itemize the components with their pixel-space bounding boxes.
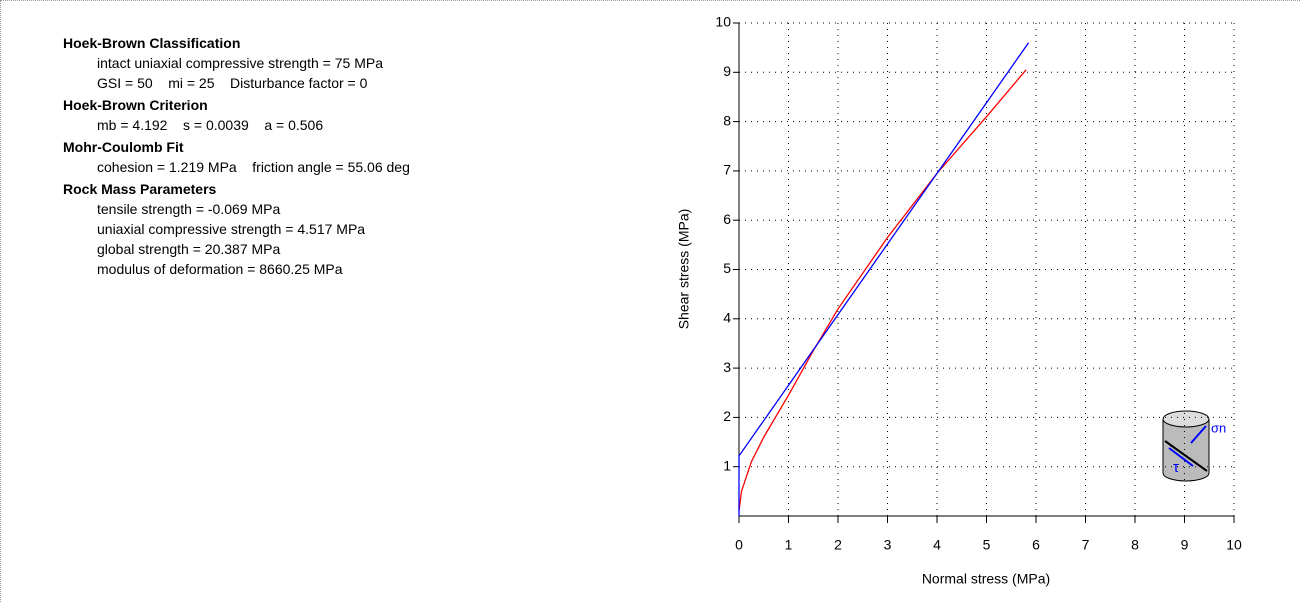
x-tick-label: 6 (1032, 537, 1040, 553)
cylinder-body (1162, 419, 1210, 482)
cylinder-top (1162, 410, 1210, 428)
section-heading: Hoek-Brown Classification (63, 35, 241, 51)
shear-plane (1164, 440, 1208, 472)
stress-icon: σn τ (1162, 410, 1226, 482)
parameter-line: intact uniaxial compressive strength = 7… (97, 55, 383, 71)
y-tick-label: 1 (723, 457, 731, 473)
y-axis-title: Shear stress (MPa) (676, 209, 692, 330)
x-axis-title: Normal stress (MPa) (922, 571, 1050, 587)
parameter-line: mb = 4.192 s = 0.0039 a = 0.506 (97, 117, 324, 133)
annotation: σn (1211, 420, 1226, 435)
y-tick-label: 5 (723, 260, 731, 276)
parameter-line: modulus of deformation = 8660.25 MPa (97, 261, 343, 277)
parameter-line: GSI = 50 mi = 25 Disturbance factor = 0 (97, 75, 368, 91)
parameter-line: cohesion = 1.219 MPa friction angle = 55… (97, 159, 410, 175)
series-line (738, 42, 1030, 516)
annotation: τ (1173, 459, 1179, 476)
section: Hoek-Brown Classification intact uniaxial… (63, 35, 410, 91)
y-tick-label: 10 (715, 14, 731, 30)
y-tick-label: 8 (723, 112, 731, 128)
section-heading: Mohr-Coulomb Fit (63, 139, 184, 155)
x-tick-label: 7 (1082, 537, 1090, 553)
y-tick-label: 2 (723, 408, 731, 424)
section-heading: Hoek-Brown Criterion (63, 97, 208, 113)
x-tick-label: 4 (933, 537, 941, 553)
x-tick-label: 2 (834, 537, 842, 553)
x-tick-label: 3 (884, 537, 892, 553)
y-tick-label: 3 (723, 359, 731, 375)
y-tick-label: 9 (723, 63, 731, 79)
y-tick-label: 7 (723, 162, 731, 178)
series-line (738, 69, 1027, 512)
x-tick-label: 5 (983, 537, 991, 553)
x-tick-label: 0 (735, 537, 743, 553)
parameters-panel: Hoek-Brown Classification intact uniaxial… (63, 35, 410, 283)
x-tick-label: 9 (1181, 537, 1189, 553)
x-tick-label: 8 (1131, 537, 1139, 553)
shear-arrow (1168, 447, 1194, 467)
parameter-line: uniaxial compressive strength = 4.517 MP… (97, 221, 366, 237)
normal-arrow (1190, 425, 1207, 444)
x-tick-label: 1 (785, 537, 793, 553)
x-tick-label: 10 (1226, 537, 1242, 553)
section: Mohr-Coulomb Fit cohesion = 1.219 MPa fri… (63, 139, 410, 175)
y-tick-label: 6 (723, 211, 731, 227)
section: Hoek-Brown Criterion mb = 4.192 s = 0.003… (63, 97, 410, 133)
y-tick-label: 4 (723, 310, 731, 326)
parameter-line: tensile strength = -0.069 MPa (97, 201, 281, 217)
section-heading: Rock Mass Parameters (63, 181, 217, 197)
section: Rock Mass Parameters tensile strength = -… (63, 181, 410, 277)
parameter-line: global strength = 20.387 MPa (97, 241, 281, 257)
